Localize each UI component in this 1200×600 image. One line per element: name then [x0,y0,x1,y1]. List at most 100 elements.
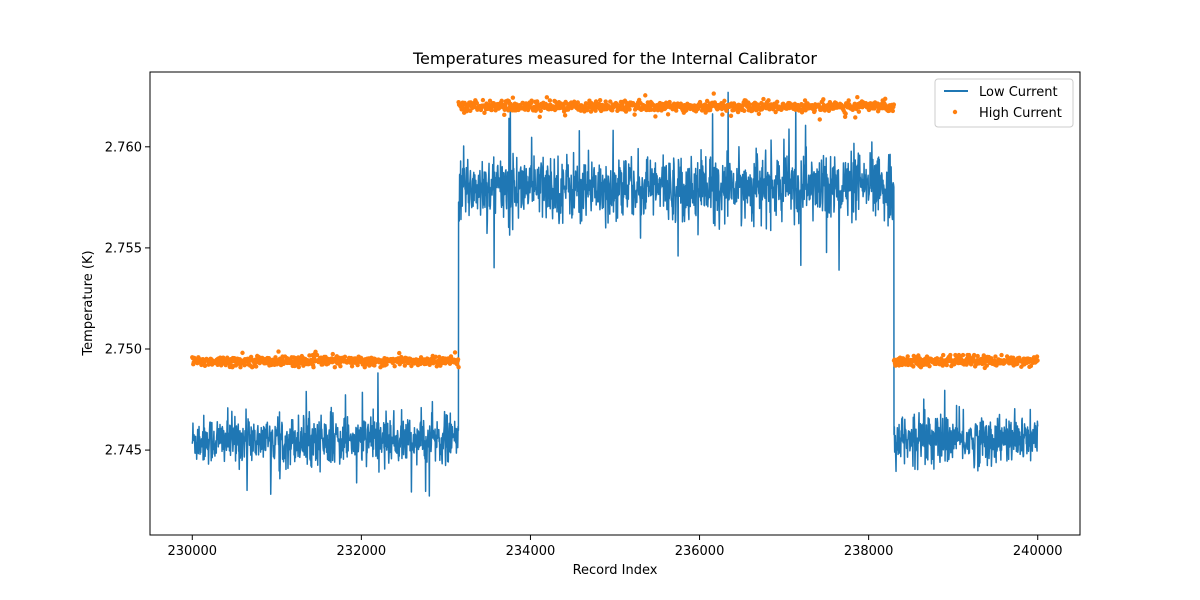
legend-swatch-high-current [952,109,958,115]
scatter-point [927,363,932,369]
x-tick-label: 236000 [675,544,725,559]
scatter-point [266,356,272,361]
scatter-point [632,112,637,117]
scatter-point [535,99,540,104]
scatter-point [812,108,817,113]
series-layer [190,91,1040,497]
y-tick-label: 2.755 [105,241,142,256]
scatter-point [355,362,360,368]
scatter-point [253,364,259,369]
scatter-point [311,364,316,370]
scatter-point [728,113,734,119]
scatter-point [720,112,725,117]
scatter-point [843,111,848,116]
scatter-point [510,95,516,100]
scatter-point [575,100,580,105]
scatter-point [984,363,990,368]
scatter-point [342,354,348,360]
scatter-point [474,100,480,106]
x-tick-label: 230000 [167,544,217,559]
legend-label-low-current: Low Current [979,85,1058,100]
scatter-point [971,352,977,358]
scatter-point [883,96,888,102]
scatter-point [623,109,629,114]
scatter-point [741,108,747,114]
scatter-point [482,110,487,116]
scatter-point [747,102,752,107]
scatter-point [756,111,762,117]
scatter-point [944,362,949,368]
y-tick-label: 2.750 [105,342,142,357]
scatter-point [821,97,826,102]
scatter-point [225,355,230,360]
scatter-point [276,349,281,354]
scatter-point [456,364,461,370]
legend-box [934,78,1074,128]
x-tick-label: 232000 [337,544,387,559]
plot-frame [149,71,1081,536]
x-axis: 230000 232000 234000 236000 238000 240000 [167,535,1063,559]
scatter-point [330,351,335,357]
scatter-point [905,354,910,359]
scatter-point [296,364,301,370]
scatter-point [452,350,458,355]
scatter-point [975,353,980,359]
scatter-point [489,107,494,113]
scatter-point [588,109,594,114]
scatter-point [678,101,683,106]
scatter-point [537,114,542,120]
scatter-point [761,96,766,102]
legend-label-high-current: High Current [979,106,1062,121]
scatter-point [735,109,741,115]
scatter-point [409,363,414,369]
x-tick-label: 240000 [1013,544,1063,559]
scatter-point [653,114,658,119]
scatter-point [338,364,343,369]
scatter-point [856,109,862,114]
series-points-high-current [190,91,1040,371]
scatter-point [817,117,822,122]
scatter-point [487,98,493,104]
scatter-point [593,108,598,113]
scatter-point [529,98,534,103]
series-line-low-current [191,91,1039,497]
scatter-point [480,97,486,103]
chart-title: Temperatures measured for the Internal C… [412,49,817,68]
scatter-point [948,352,953,358]
x-tick-label: 238000 [844,544,894,559]
y-tick-label: 2.745 [105,444,142,459]
scatter-point [766,98,771,103]
scatter-point [754,108,759,113]
scatter-point [242,363,247,368]
scatter-point [562,113,568,118]
y-tick-label: 2.760 [105,140,142,155]
y-axis-label: Temperature (K) [81,250,96,356]
scatter-point [384,362,389,367]
scatter-point [643,93,648,98]
scatter-point [722,98,727,104]
scatter-point [846,98,851,103]
legend: Low Current High Current [934,78,1074,128]
scatter-point [240,350,245,356]
scatter-point [238,364,243,370]
scatter-point [544,95,550,100]
scatter-point [499,98,504,104]
scatter-point [855,95,860,100]
scatter-point [608,99,613,104]
scatter-point [547,98,553,103]
scatter-point [941,352,946,358]
scatter-point [455,357,461,362]
scatter-point [614,101,620,107]
scatter-point [627,107,632,112]
scatter-point [724,108,729,113]
plot-area [190,91,1040,497]
scatter-point [502,112,507,118]
x-axis-label: Record Index [573,563,658,578]
scatter-point [1035,358,1040,363]
scatter-point [674,108,679,113]
scatter-point [891,102,897,107]
y-axis: 2.745 2.750 2.755 2.760 [105,140,150,459]
scatter-point [960,352,966,358]
scatter-point [314,352,320,358]
